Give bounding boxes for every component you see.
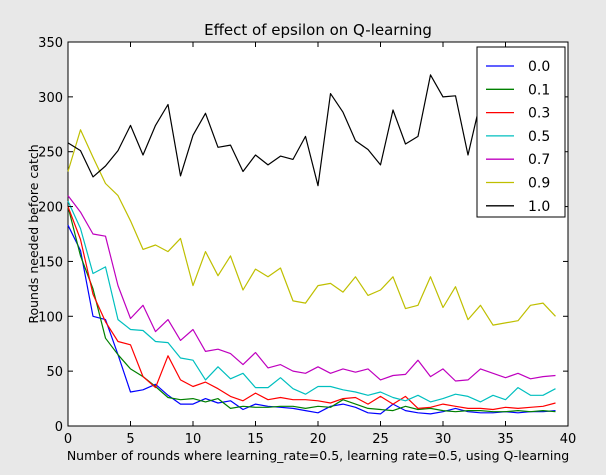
legend-label: 1.0: [528, 199, 550, 215]
series-layer: [67, 74, 556, 415]
tick-layer: 0 5 10 15 20 25 30 35 40 0 50 100 150 200 250 300 350: [38, 36, 576, 447]
y-tick-label: 350: [38, 36, 63, 51]
series-line-0.5: [67, 200, 556, 403]
legend-label: 0.5: [528, 129, 550, 145]
x-tick-label: 40: [560, 432, 577, 447]
legend-label: 0.0: [528, 59, 550, 75]
y-tick-label: 0: [55, 420, 63, 435]
y-tick-label: 150: [38, 255, 63, 270]
series-line-1.0: [67, 74, 556, 187]
y-tick-label: 200: [38, 201, 63, 216]
x-tick-label: 0: [64, 432, 72, 447]
y-tick-label: 250: [38, 146, 63, 161]
legend-label: 0.7: [528, 152, 550, 168]
chart-title: Effect of epsilon on Q-learning: [204, 21, 432, 39]
x-tick-label: 10: [185, 432, 202, 447]
x-tick-label: 20: [310, 432, 327, 447]
x-tick-label: 25: [372, 432, 389, 447]
series-line-0.0: [67, 224, 556, 415]
series-line-0.9: [67, 129, 556, 326]
y-tick-label: 50: [46, 365, 63, 380]
legend-box: [476, 46, 566, 218]
legend: 0.0 0.1 0.3 0.5 0.7 0.9 1.0: [476, 46, 566, 218]
x-tick-label: 35: [497, 432, 514, 447]
y-tick-label: 300: [38, 91, 63, 106]
x-tick-label: 15: [247, 432, 264, 447]
legend-label: 0.9: [528, 176, 550, 192]
x-axis-label: Number of rounds where learning_rate=0.5…: [67, 448, 569, 463]
legend-label: 0.1: [528, 82, 550, 98]
x-tick-label: 5: [126, 432, 134, 447]
y-tick-label: 100: [38, 310, 63, 325]
y-axis-label: Rounds needed before catch: [26, 144, 41, 323]
legend-label: 0.3: [528, 106, 550, 122]
series-line-0.7: [67, 195, 556, 382]
x-tick-label: 30: [435, 432, 452, 447]
series-line-0.3: [67, 206, 556, 411]
